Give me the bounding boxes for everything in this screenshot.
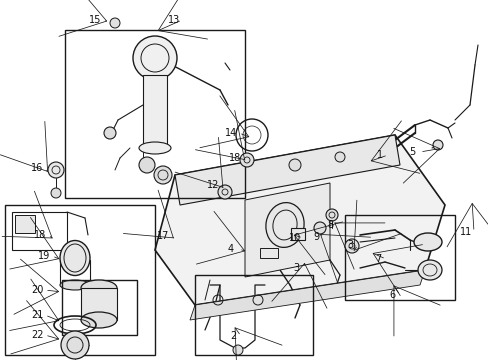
Circle shape: [325, 209, 337, 221]
Circle shape: [313, 222, 325, 234]
Text: 14: 14: [224, 128, 237, 138]
Ellipse shape: [60, 240, 90, 275]
Text: 20: 20: [31, 285, 43, 295]
Ellipse shape: [81, 280, 117, 296]
Circle shape: [154, 166, 172, 184]
Text: 21: 21: [31, 310, 43, 320]
Text: 3: 3: [292, 263, 299, 273]
Text: 13: 13: [167, 15, 180, 25]
Polygon shape: [190, 270, 424, 320]
Text: 3: 3: [346, 240, 352, 250]
Polygon shape: [155, 135, 444, 305]
Bar: [142, 75, 167, 145]
Circle shape: [288, 159, 301, 171]
Ellipse shape: [417, 260, 441, 280]
Bar: [81, 288, 117, 320]
Text: 8: 8: [326, 220, 332, 230]
Text: 19: 19: [38, 251, 50, 261]
Bar: [12, 212, 67, 250]
Circle shape: [110, 18, 120, 28]
Circle shape: [104, 127, 116, 139]
Text: 1: 1: [376, 150, 382, 160]
Circle shape: [345, 239, 358, 253]
Text: 12: 12: [206, 180, 219, 190]
Text: 15: 15: [89, 15, 101, 25]
Text: 7: 7: [374, 254, 380, 264]
Circle shape: [48, 162, 64, 178]
Text: 11: 11: [459, 227, 471, 237]
Circle shape: [218, 185, 231, 199]
Bar: [5, 205, 155, 355]
Bar: [345, 215, 454, 300]
Circle shape: [133, 36, 177, 80]
Bar: [65, 30, 244, 198]
Text: 18: 18: [34, 230, 46, 240]
Ellipse shape: [60, 280, 90, 290]
Circle shape: [51, 188, 61, 198]
Text: 17: 17: [157, 231, 169, 241]
Text: 2: 2: [229, 331, 236, 341]
Text: 22: 22: [31, 330, 43, 340]
Circle shape: [61, 331, 89, 359]
Bar: [260, 248, 278, 258]
Circle shape: [240, 153, 253, 167]
Bar: [195, 275, 312, 355]
Polygon shape: [175, 135, 399, 205]
Ellipse shape: [265, 203, 304, 247]
Text: 18: 18: [228, 153, 241, 163]
Text: 16: 16: [31, 163, 43, 173]
Circle shape: [432, 140, 442, 150]
Text: 5: 5: [408, 147, 414, 157]
Text: 9: 9: [312, 232, 318, 242]
Bar: [290, 228, 305, 240]
Bar: [15, 215, 35, 233]
Text: 10: 10: [288, 233, 301, 243]
Ellipse shape: [139, 142, 171, 154]
Text: 4: 4: [227, 244, 234, 254]
Polygon shape: [244, 183, 329, 277]
Bar: [62, 280, 137, 335]
Circle shape: [232, 345, 243, 355]
Text: 6: 6: [388, 290, 394, 300]
Ellipse shape: [413, 233, 441, 251]
Ellipse shape: [81, 312, 117, 328]
Circle shape: [139, 157, 155, 173]
Circle shape: [334, 152, 345, 162]
